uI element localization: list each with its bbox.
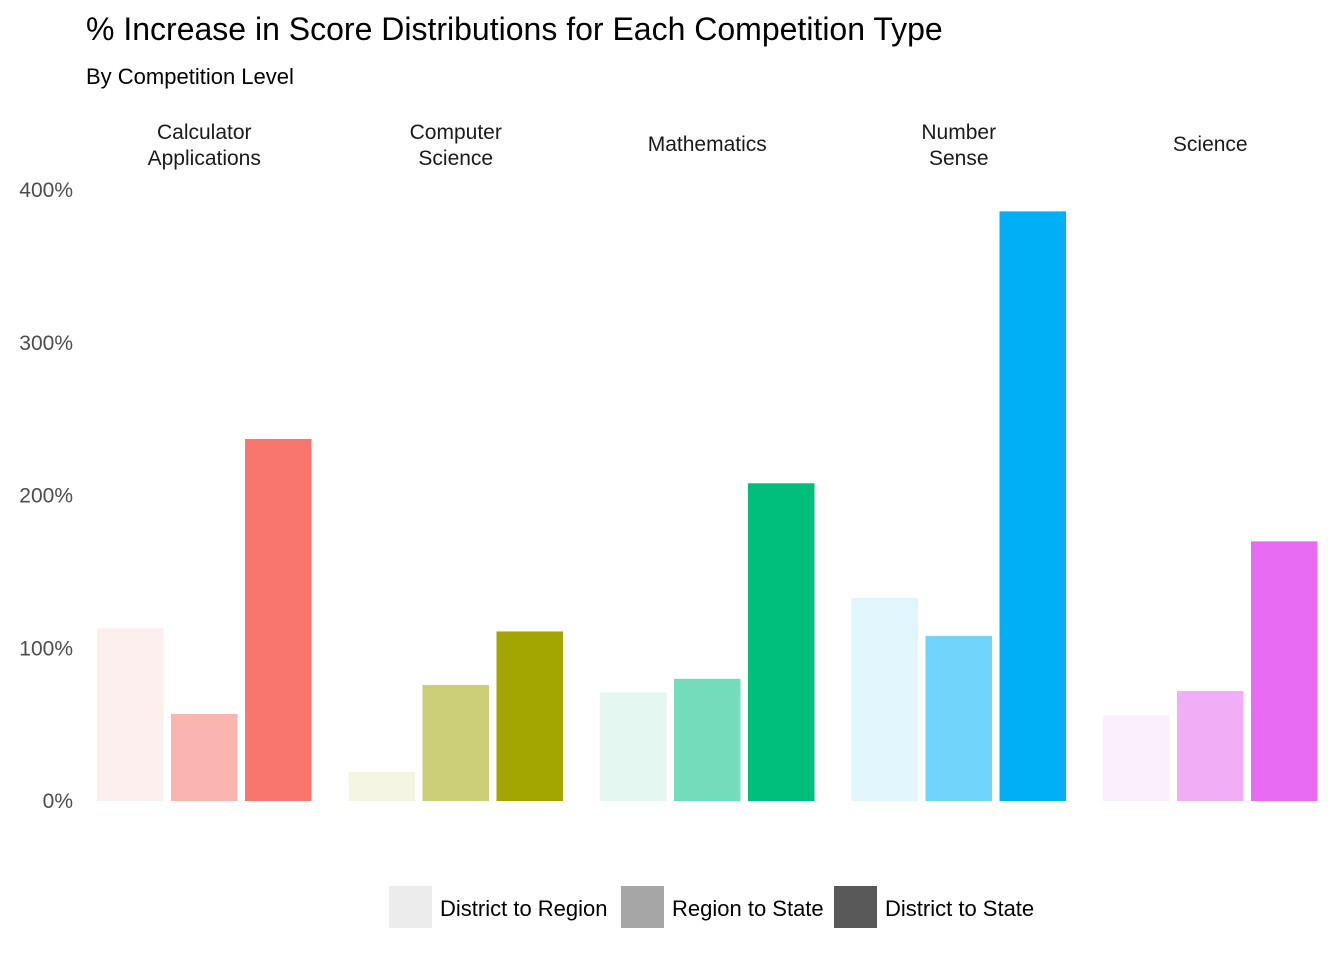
chart-title: % Increase in Score Distributions for Ea… [86,11,943,47]
bars [97,211,1318,801]
y-tick-label: 0% [43,790,73,813]
y-tick-label: 400% [19,179,73,202]
facet-label: Computer Science [410,121,502,170]
y-tick-label: 300% [19,332,73,355]
legend-swatch [834,886,877,928]
facet-label: Mathematics [648,133,767,156]
legend-label: District to State [885,896,1034,921]
bar [171,713,238,801]
bar [1177,691,1244,801]
bar [674,678,741,801]
bar [1103,715,1170,801]
bar [97,628,164,801]
chart-subtitle: By Competition Level [86,64,294,89]
y-axis: 0% 100% 200% 300% 400% [19,179,73,813]
bar [496,631,563,801]
bar [925,636,992,801]
bar [999,211,1066,801]
bar [348,771,415,801]
y-tick-label: 200% [19,485,73,508]
bar [1251,541,1318,801]
legend-label: District to Region [440,896,608,921]
bar [851,597,918,801]
legend: District to Region Region to State Distric… [389,886,1034,928]
bar [422,684,489,801]
legend-label: Region to State [672,896,824,921]
bar [748,483,815,801]
bar [600,692,667,801]
bar [245,438,312,801]
facet-label: Number Sense [921,121,996,170]
facet-label: Science [1173,133,1248,156]
facet-strips: Calculator Applications Computer Science Mat… [148,121,1248,170]
legend-swatch [389,886,432,928]
legend-swatch [621,886,664,928]
y-tick-label: 100% [19,637,73,660]
facet-label: Calculator Applications [148,121,261,170]
